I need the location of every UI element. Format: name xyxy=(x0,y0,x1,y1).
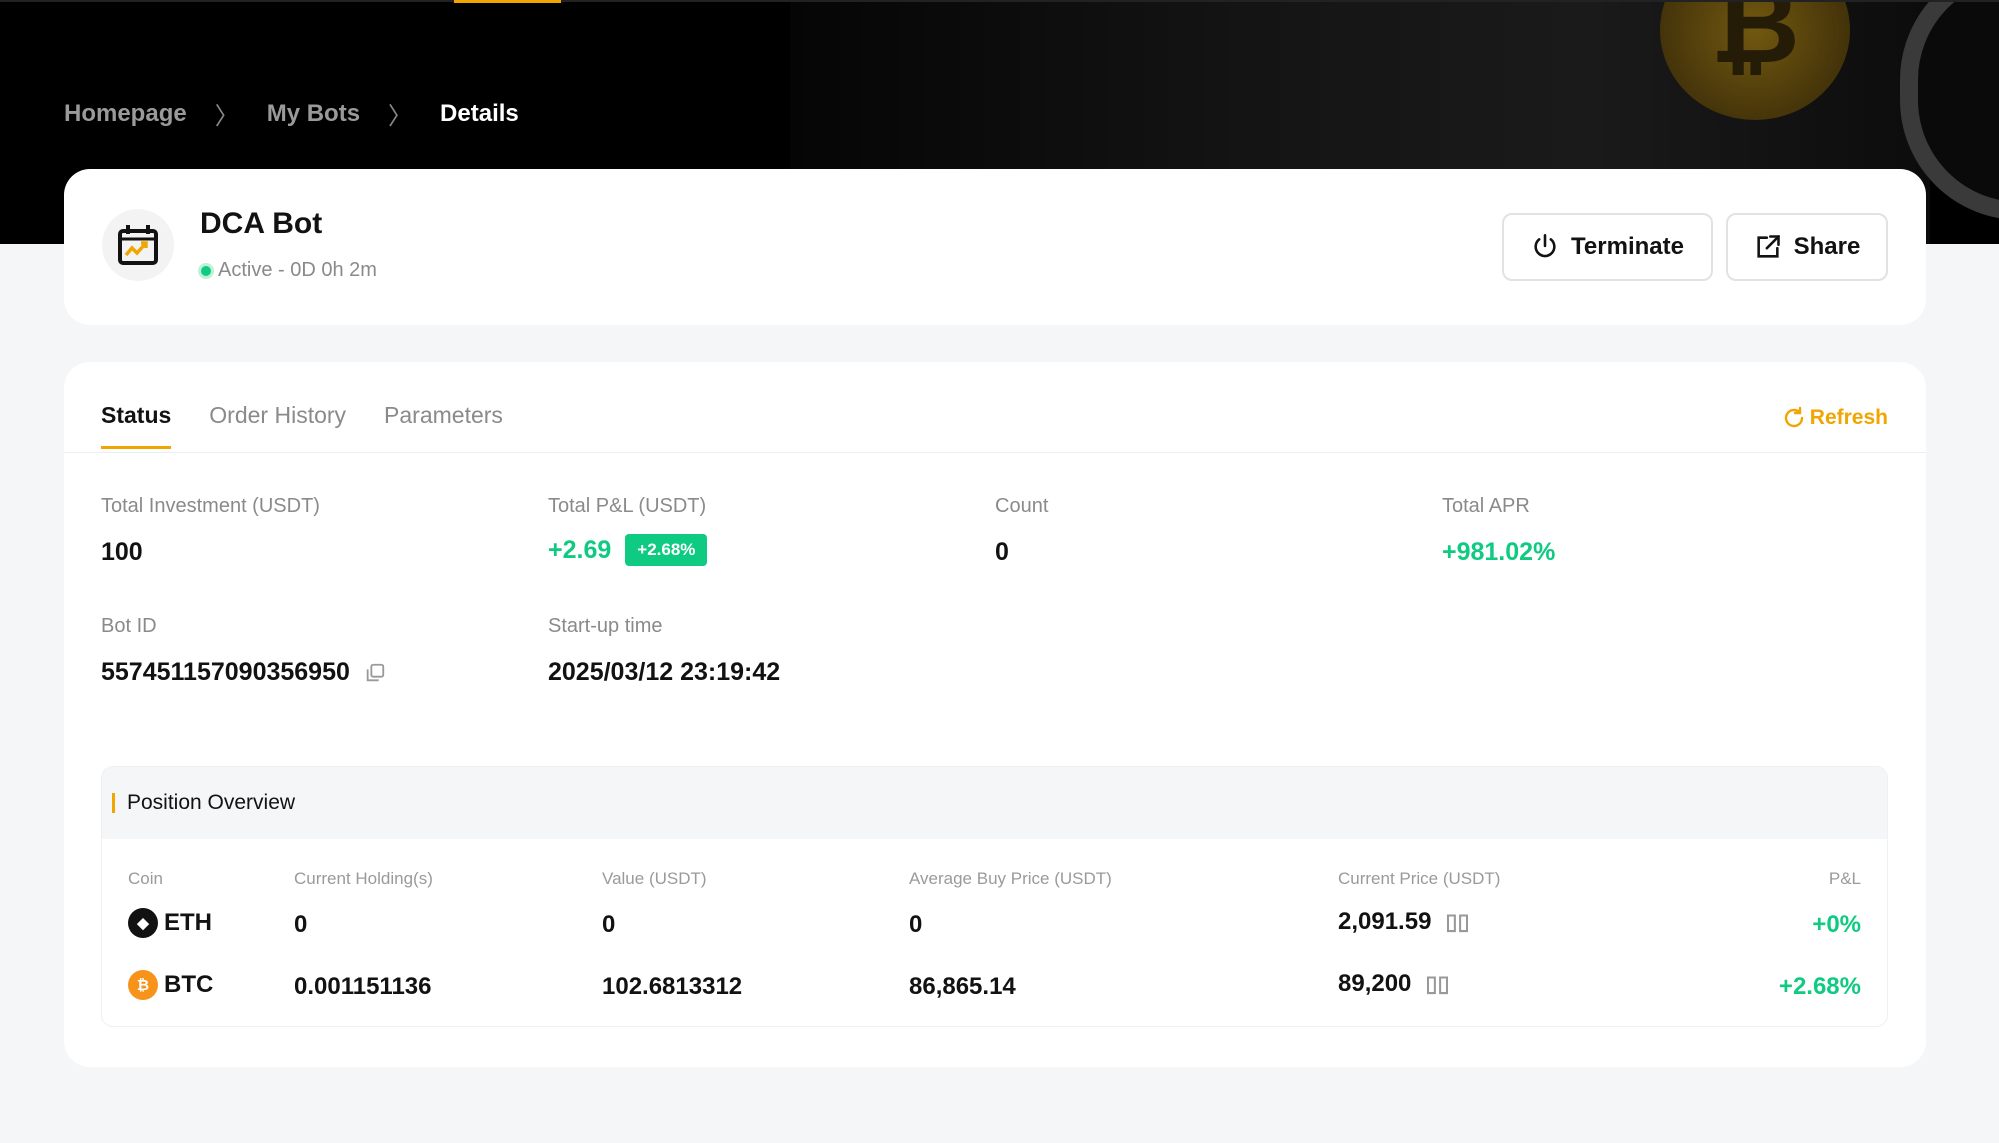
position-overview: Position Overview Coin Current Holding(s… xyxy=(101,766,1888,1027)
value-cell: 102.6813312 xyxy=(602,973,743,1000)
current-price-cell: 2,091.59 ▯▯ xyxy=(1338,908,1470,936)
startup-time-value: 2025/03/12 23:19:42 xyxy=(548,658,781,686)
bot-title: DCA Bot xyxy=(200,207,323,240)
value-cell: 0 xyxy=(602,911,616,938)
pnl-cell: +0% xyxy=(1812,911,1861,938)
details-card: Status Order History Parameters Refresh … xyxy=(64,362,1926,1067)
breadcrumb-details: Details xyxy=(440,99,519,127)
btc-icon: ₿ xyxy=(128,970,158,1000)
share-label: Share xyxy=(1793,233,1861,260)
avg-price-cell: 0 xyxy=(909,911,923,938)
chevron-right-icon: 〉 xyxy=(214,103,239,130)
bot-id: 557451157090356950 xyxy=(101,658,386,687)
total-pnl-label: Total P&L (USDT) xyxy=(548,495,707,517)
pnl-percent-badge: +2.68% xyxy=(625,534,708,566)
coin-name: BTC xyxy=(164,971,214,998)
total-apr-label: Total APR xyxy=(1442,495,1530,517)
startup-time-label: Start-up time xyxy=(548,615,663,637)
terminate-button[interactable]: Terminate xyxy=(1502,213,1713,281)
breadcrumb-homepage[interactable]: Homepage xyxy=(64,99,187,127)
position-overview-title: Position Overview xyxy=(127,791,296,814)
tab-status[interactable]: Status xyxy=(101,402,172,449)
copy-icon[interactable] xyxy=(364,662,386,684)
total-investment-value: 100 xyxy=(101,538,143,566)
eth-icon: ◆ xyxy=(128,908,158,938)
holding-cell: 0 xyxy=(294,911,308,938)
hero-illustration: ₿ xyxy=(790,0,1999,244)
tab-order-history[interactable]: Order History xyxy=(209,402,347,428)
col-value: Value (USDT) xyxy=(602,869,707,888)
avg-price-cell: 86,865.14 xyxy=(909,973,1016,1000)
total-apr-value: +981.02% xyxy=(1442,538,1556,566)
holding-cell: 0.001151136 xyxy=(294,973,432,1000)
bot-id-label: Bot ID xyxy=(101,615,157,637)
refresh-label: Refresh xyxy=(1809,406,1888,429)
bot-status: Active - 0D 0h 2m xyxy=(198,259,377,282)
col-avg-price: Average Buy Price (USDT) xyxy=(909,869,1112,888)
status-dot-icon xyxy=(198,262,214,279)
nav-active-indicator xyxy=(454,0,561,3)
share-icon xyxy=(1757,235,1780,258)
coin-cell: ◆ ETH xyxy=(128,908,212,938)
current-price: 2,091.59 xyxy=(1338,908,1432,935)
tab-bar: Status Order History Parameters xyxy=(101,402,503,449)
bot-header-card: DCA Bot Active - 0D 0h 2m Terminate Shar… xyxy=(64,169,1926,325)
current-price-cell: 89,200 ▯▯ xyxy=(1338,970,1450,998)
current-price: 89,200 xyxy=(1338,970,1412,997)
total-pnl: +2.69 +2.68% xyxy=(548,534,708,566)
candlestick-chart-icon[interactable]: ▯▯ xyxy=(1445,909,1470,934)
tab-parameters[interactable]: Parameters xyxy=(384,402,503,428)
chevron-right-icon: 〉 xyxy=(388,103,413,130)
count-value: 0 xyxy=(995,538,1009,566)
refresh-icon xyxy=(1784,406,1803,428)
col-coin: Coin xyxy=(128,869,163,888)
terminate-label: Terminate xyxy=(1571,233,1684,260)
col-pnl: P&L xyxy=(1828,869,1861,888)
col-current-price: Current Price (USDT) xyxy=(1338,869,1501,888)
col-holdings: Current Holding(s) xyxy=(294,869,433,888)
coin-cell: ₿ BTC xyxy=(128,970,213,1000)
bot-id-value: 557451157090356950 xyxy=(101,658,350,686)
calendar-chart-icon xyxy=(102,209,174,281)
refresh-button[interactable]: Refresh xyxy=(1782,406,1888,430)
position-overview-header: Position Overview xyxy=(102,767,1887,839)
total-investment-label: Total Investment (USDT) xyxy=(101,495,320,517)
tab-divider xyxy=(64,452,1926,453)
breadcrumb: Homepage 〉 My Bots 〉 Details xyxy=(64,96,519,131)
candlestick-chart-icon[interactable]: ▯▯ xyxy=(1425,971,1450,996)
power-icon xyxy=(1534,234,1556,258)
count-label: Count xyxy=(995,495,1049,517)
pnl-cell: +2.68% xyxy=(1778,973,1861,1000)
status-text: Active - 0D 0h 2m xyxy=(218,259,377,281)
total-pnl-value: +2.69 xyxy=(548,535,612,564)
share-button[interactable]: Share xyxy=(1726,213,1888,281)
breadcrumb-my-bots[interactable]: My Bots xyxy=(266,99,361,127)
coin-name: ETH xyxy=(164,909,212,936)
bitcoin-coin-illustration: ₿ xyxy=(1660,0,1850,120)
